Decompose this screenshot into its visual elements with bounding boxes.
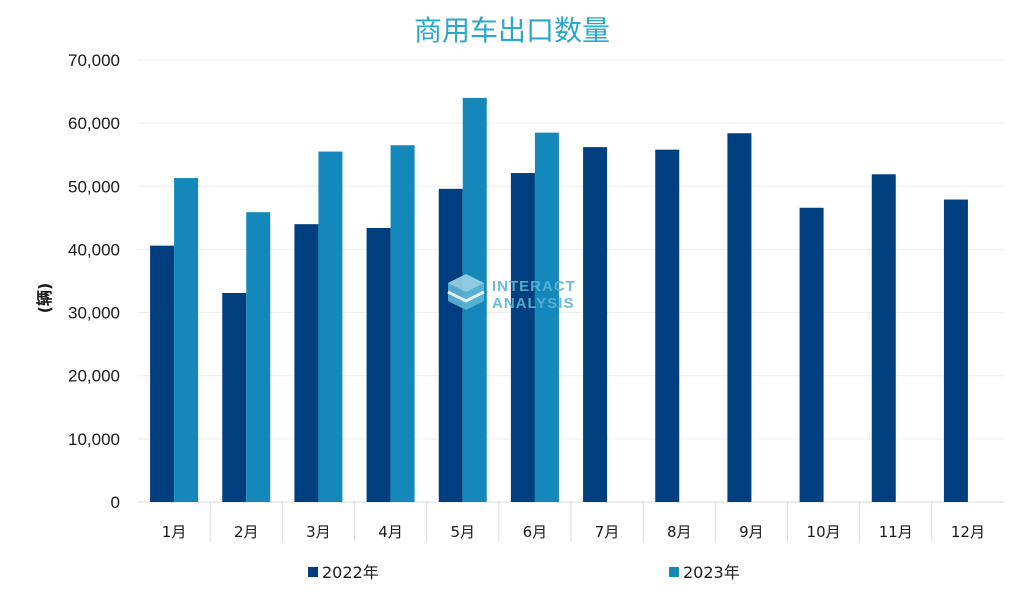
y-tick-label: 10,000 bbox=[68, 430, 120, 449]
legend-label: 2022年 bbox=[322, 563, 379, 582]
x-tick-label: 3月 bbox=[306, 523, 331, 541]
legend-swatch-2022年 bbox=[308, 567, 318, 577]
bar-2022年-2月 bbox=[222, 292, 247, 502]
y-tick-label: 70,000 bbox=[68, 51, 120, 70]
y-axis-label: (辆) bbox=[35, 283, 54, 314]
y-tick-label: 0 bbox=[111, 493, 120, 512]
bar-2022年-5月 bbox=[438, 188, 463, 502]
x-tick-labels: 1月 2月 3月 4月 5月 6月 7月 8月 9月 10月 11月 12月 bbox=[162, 523, 985, 541]
watermark-line1: INTERACT bbox=[492, 278, 576, 295]
bars bbox=[150, 97, 968, 503]
y-tick-label: 20,000 bbox=[68, 367, 120, 386]
y-tick-label: 40,000 bbox=[68, 240, 120, 259]
bar-2022年-12月 bbox=[943, 199, 968, 502]
bar-2022年-1月 bbox=[150, 245, 175, 502]
bar-2022年-6月 bbox=[510, 173, 535, 503]
x-tick-label: 11月 bbox=[879, 523, 913, 541]
gridlines bbox=[138, 59, 1004, 542]
bar-2022年-11月 bbox=[871, 174, 896, 502]
x-tick-label: 6月 bbox=[523, 523, 548, 541]
y-tick-label: 30,000 bbox=[68, 304, 120, 323]
bar-2022年-4月 bbox=[366, 227, 391, 502]
legend-label: 2023年 bbox=[683, 563, 740, 582]
legend: 2022年 2023年 bbox=[308, 563, 740, 582]
bar-2023年-6月 bbox=[534, 132, 559, 502]
chart-title: 商用车出口数量 bbox=[414, 14, 610, 47]
bar-2023年-2月 bbox=[246, 212, 271, 502]
y-tick-labels: 0 10,000 20,000 30,000 40,000 50,000 60,000 70,… bbox=[68, 51, 120, 512]
x-tick-label: 4月 bbox=[378, 523, 403, 541]
bar-2022年-7月 bbox=[583, 147, 608, 502]
x-tick-label: 2月 bbox=[234, 523, 259, 541]
watermark-line2: ANALYSIS bbox=[492, 295, 574, 312]
x-tick-label: 7月 bbox=[595, 523, 620, 541]
x-tick-label: 5月 bbox=[450, 523, 475, 541]
bar-2023年-4月 bbox=[390, 145, 415, 502]
bar-2023年-3月 bbox=[318, 151, 343, 503]
watermark-logo: INTERACT ANALYSIS bbox=[447, 274, 576, 312]
bar-2022年-10月 bbox=[799, 207, 824, 503]
cube-logo-icon bbox=[447, 274, 485, 310]
y-tick-label: 50,000 bbox=[68, 177, 120, 196]
bar-2022年-8月 bbox=[655, 149, 680, 503]
bar-2022年-9月 bbox=[727, 133, 752, 502]
y-tick-label: 60,000 bbox=[68, 114, 120, 133]
legend-swatch-2023年 bbox=[669, 567, 679, 577]
bar-2022年-3月 bbox=[294, 224, 319, 502]
x-tick-label: 8月 bbox=[667, 523, 692, 541]
bar-2023年-1月 bbox=[174, 178, 199, 502]
x-tick-label: 10月 bbox=[807, 523, 841, 541]
x-tick-label: 1月 bbox=[162, 523, 187, 541]
x-tick-label: 12月 bbox=[951, 523, 985, 541]
x-tick-label: 9月 bbox=[739, 523, 764, 541]
